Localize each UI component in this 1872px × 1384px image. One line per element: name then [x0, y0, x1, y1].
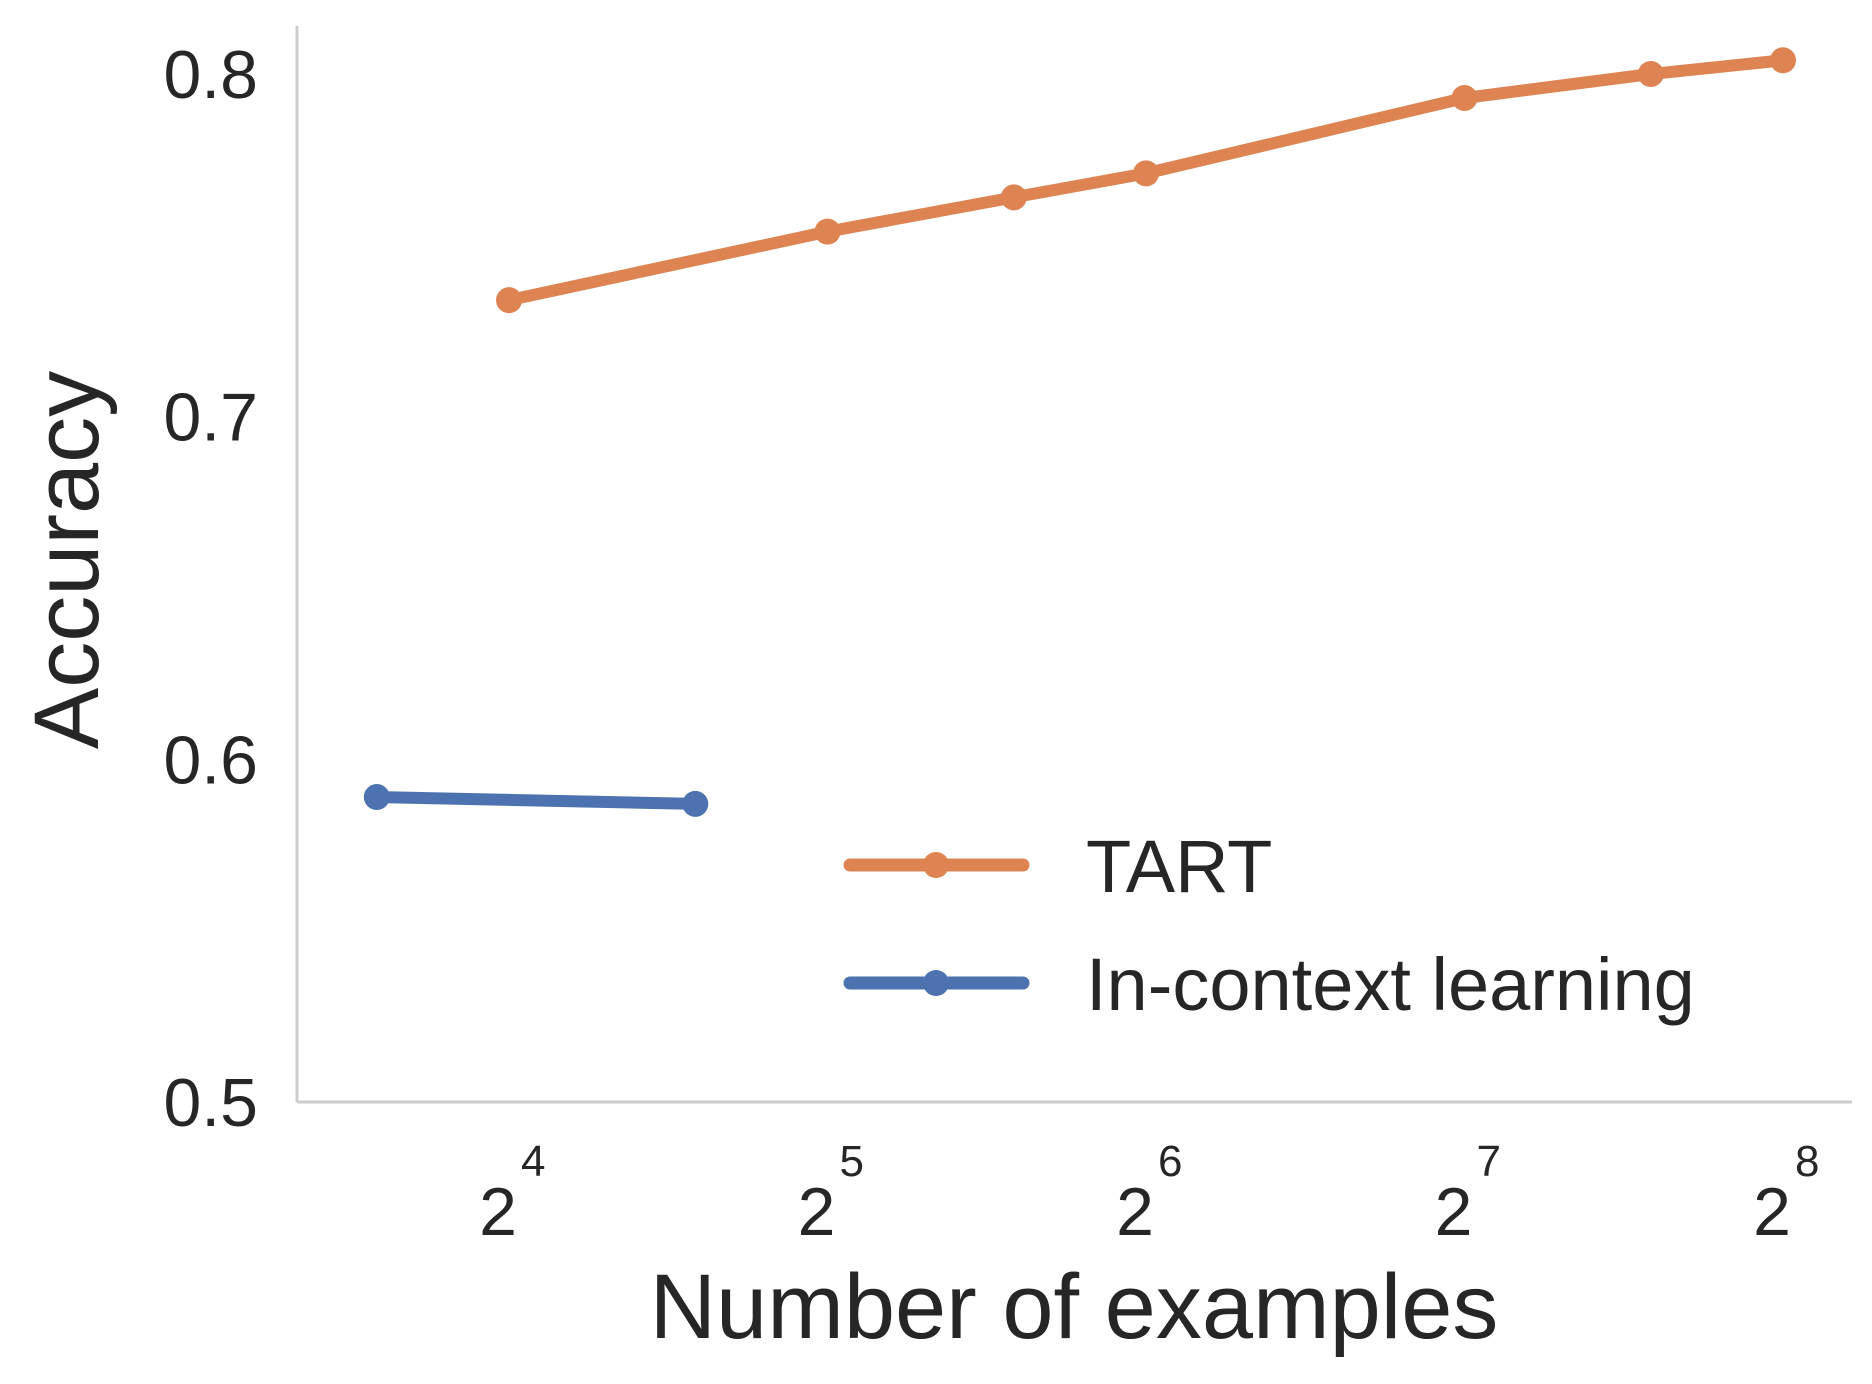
x-tick-label: 28	[1753, 1137, 1819, 1250]
series-tart	[496, 47, 1796, 314]
x-tick-exponent: 7	[1477, 1137, 1501, 1186]
y-ticks: 0.5 0.6 0.7 0.8	[163, 37, 258, 1141]
data-point	[1637, 61, 1664, 87]
x-tick-base: 2	[1435, 1174, 1473, 1250]
y-tick-label: 0.6	[163, 722, 258, 798]
legend-icl-marker	[923, 970, 949, 996]
data-point	[1000, 184, 1027, 211]
x-tick-base: 2	[1116, 1174, 1154, 1250]
y-tick-label: 0.7	[163, 380, 258, 456]
series-line	[370, 791, 702, 810]
x-tick-label: 27	[1435, 1137, 1501, 1250]
x-tick-label: 25	[798, 1137, 864, 1250]
x-tick-base: 2	[1753, 1174, 1791, 1250]
x-tick-base: 2	[798, 1174, 836, 1250]
x-tick-label: 24	[479, 1137, 545, 1250]
x-tick-label: 26	[1116, 1137, 1182, 1250]
legend: TART In-context learning	[843, 825, 1695, 1026]
data-point	[682, 790, 709, 817]
series-layer	[363, 47, 1796, 817]
x-tick-exponent: 4	[521, 1137, 545, 1186]
legend-icl-label: In-context learning	[1086, 943, 1695, 1026]
legend-tart-label: TART	[1086, 825, 1272, 908]
data-point	[1133, 160, 1159, 187]
y-tick-label: 0.8	[163, 37, 258, 113]
x-tick-exponent: 5	[840, 1137, 864, 1186]
x-tick-exponent: 6	[1158, 1137, 1182, 1186]
y-axis-title: Accuracy	[16, 371, 118, 749]
x-tick-base: 2	[479, 1174, 517, 1250]
x-tick-exponent: 8	[1795, 1137, 1819, 1186]
data-point	[1770, 47, 1796, 74]
data-point	[1451, 84, 1478, 111]
x-axis-title: Number of examples	[650, 1256, 1499, 1358]
series-in-context-learning	[363, 784, 709, 817]
axes	[295, 26, 1852, 1104]
data-point	[363, 784, 390, 811]
legend-tart-marker	[923, 852, 949, 878]
data-point	[814, 218, 841, 245]
data-point	[496, 287, 522, 314]
y-tick-label: 0.5	[163, 1065, 258, 1141]
